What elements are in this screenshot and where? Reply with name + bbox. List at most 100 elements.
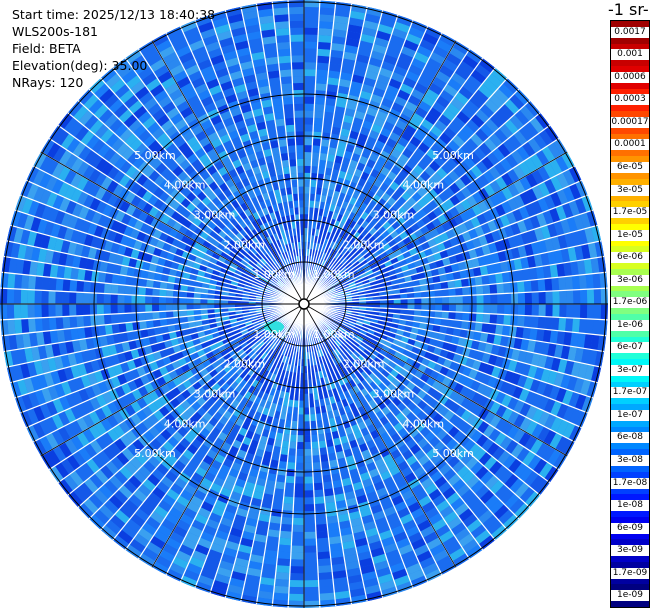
range-gate-cell — [304, 124, 313, 131]
range-gate-cell — [273, 593, 289, 601]
range-gate-cell — [132, 313, 140, 322]
range-gate-cell — [318, 565, 332, 573]
range-gate-cell — [448, 312, 455, 320]
range-gate-cell — [97, 304, 104, 315]
range-gate-cell — [304, 117, 314, 124]
range-gate-cell — [288, 601, 304, 608]
range-gate-cell — [288, 594, 304, 601]
range-gate-cell — [317, 551, 331, 559]
range-gate-cell — [481, 323, 489, 333]
range-gate-cell — [279, 531, 292, 539]
range-gate-cell — [470, 304, 477, 313]
range-gate-cell — [304, 83, 316, 90]
range-gate-cell — [319, 593, 335, 601]
range-gate-cell — [281, 83, 293, 91]
range-gate-cell — [313, 132, 322, 140]
range-gate-cell — [559, 304, 566, 318]
range-gate-cell — [288, 0, 304, 7]
range-gate-cell — [551, 317, 559, 331]
range-gate-cell — [28, 318, 36, 333]
range-gate-cell — [28, 275, 36, 290]
range-gate-cell — [490, 304, 497, 314]
range-gate-cell — [296, 145, 304, 152]
range-gate-cell — [304, 7, 320, 14]
range-gate-cell — [312, 448, 320, 455]
range-gate-cell — [117, 304, 124, 314]
range-gate-cell — [118, 275, 126, 285]
range-gate-cell — [152, 288, 159, 296]
range-gate-cell — [316, 538, 329, 546]
range-gate-cell — [511, 304, 518, 315]
range-gate-cell — [573, 304, 580, 318]
range-gate-cell — [297, 428, 304, 435]
range-gate-cell — [323, 481, 333, 489]
range-gate-cell — [286, 132, 295, 140]
range-gate-cell — [314, 490, 324, 498]
range-gate-cell — [125, 322, 133, 332]
range-gate-cell — [90, 304, 97, 315]
range-gate-cell — [0, 288, 7, 304]
range-gate-cell — [318, 28, 333, 36]
range-gate-cell — [97, 282, 105, 293]
range-gate-cell — [48, 291, 55, 304]
range-gate-cell — [131, 304, 138, 313]
range-gate-cell — [69, 316, 77, 329]
range-gate-cell — [56, 278, 64, 291]
range-gate-cell — [111, 284, 119, 294]
range-gate-cell — [315, 517, 327, 525]
range-gate-cell — [524, 316, 532, 328]
range-gate-cell — [298, 187, 304, 194]
range-gate-cell — [35, 304, 42, 318]
range-gate-cell — [304, 497, 314, 504]
range-gate-cell — [295, 470, 304, 477]
range-gate-cell — [285, 483, 295, 491]
range-gate-cell — [304, 532, 316, 539]
range-gate-cell — [316, 524, 328, 532]
range-gate-cell — [111, 294, 118, 304]
range-gate-cell — [290, 35, 304, 42]
range-gate-cell — [304, 131, 313, 138]
range-gate-cell — [319, 7, 335, 15]
range-gate-cell — [63, 316, 71, 329]
range-gate-cell — [322, 475, 332, 483]
range-gate-cell — [323, 112, 334, 120]
range-gate-cell — [105, 273, 113, 284]
range-gate-cell — [297, 180, 304, 187]
range-gate-cell — [323, 488, 334, 496]
range-gate-cell — [449, 304, 456, 312]
range-gate-cell — [42, 277, 50, 291]
range-gate-cell — [293, 511, 304, 518]
range-gate-cell — [304, 90, 315, 97]
range-gate-cell — [318, 572, 333, 580]
range-gate-cell — [280, 76, 292, 84]
range-gate-cell — [62, 304, 69, 317]
range-gate-cell — [295, 476, 304, 483]
range-gate-cell — [304, 545, 317, 552]
range-gate-cell — [545, 304, 552, 317]
range-gate-cell — [517, 315, 525, 327]
range-gate-cell — [166, 297, 173, 304]
range-gate-cell — [421, 304, 428, 311]
range-gate-cell — [304, 104, 314, 111]
range-gate-cell — [42, 317, 50, 331]
range-gate-cell — [497, 304, 504, 314]
range-gate-cell — [21, 289, 28, 304]
range-gate-cell — [152, 296, 159, 304]
range-gate-cell — [503, 314, 511, 325]
range-gate-cell — [304, 111, 314, 118]
range-gate-cell — [428, 304, 435, 311]
range-gate-cell — [288, 152, 296, 159]
range-gate-cell — [285, 118, 295, 126]
range-gate-cell — [304, 145, 312, 152]
range-gate-cell — [293, 97, 304, 104]
range-gate-cell — [272, 98, 283, 106]
range-gate-cell — [304, 594, 320, 601]
range-gate-cell — [318, 579, 333, 587]
range-gate-cell — [290, 566, 304, 573]
range-gate-cell — [292, 532, 304, 539]
range-gate-cell — [7, 319, 15, 335]
range-gate-cell — [35, 318, 43, 332]
range-gate-cell — [304, 476, 313, 483]
range-gate-cell — [145, 312, 153, 321]
